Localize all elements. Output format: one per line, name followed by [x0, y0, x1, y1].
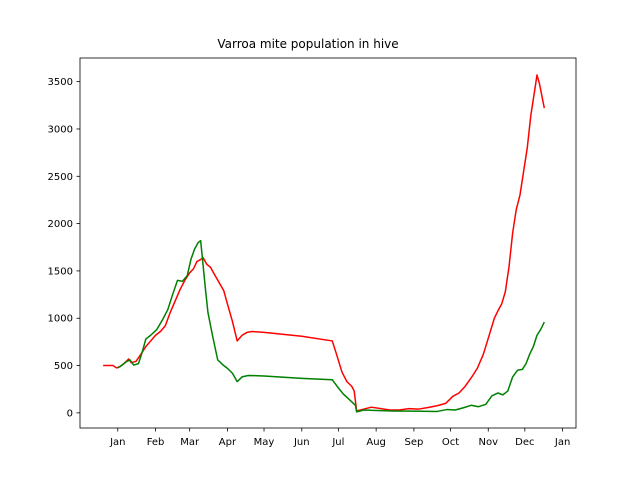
x-tick-label: Feb: [147, 437, 165, 448]
chart-title: Varroa mite population in hive: [217, 37, 398, 51]
y-tick-label: 3000: [48, 124, 73, 135]
series-layer: [103, 74, 546, 413]
series-line-2: [117, 239, 545, 413]
y-tick-label: 500: [54, 361, 73, 372]
x-tick-label: Jul: [331, 437, 344, 448]
y-tick-label: 3500: [48, 77, 73, 88]
y-tick-label: 1000: [48, 314, 73, 325]
y-tick-label: 1500: [48, 266, 73, 277]
x-tick-label: Jan: [109, 437, 125, 448]
x-tick-label: Mar: [180, 437, 200, 448]
x-tick-label: Sep: [404, 437, 423, 448]
x-tick-label: May: [254, 437, 275, 448]
y-tick-label: 2500: [48, 172, 73, 183]
x-tick-label: Nov: [478, 437, 498, 448]
x-tick-label: Jun: [293, 437, 310, 448]
series-line-1: [103, 74, 546, 412]
x-tick-label: Oct: [442, 437, 459, 448]
x-tick-label: Apr: [219, 437, 237, 448]
x-tick-label: Jan: [554, 437, 570, 448]
y-tick-label: 2000: [48, 219, 73, 230]
plot-frame: [79, 57, 577, 429]
y-axis: 0 500 1000 1500 2000 2500 3000 3500: [48, 77, 80, 419]
x-axis: Jan Feb Mar Apr May Jun Jul Aug Sep Oct Nov Dec Jan: [109, 428, 570, 448]
x-tick-label: Aug: [366, 437, 386, 448]
y-tick-label: 0: [67, 408, 73, 419]
x-tick-label: Dec: [515, 437, 534, 448]
